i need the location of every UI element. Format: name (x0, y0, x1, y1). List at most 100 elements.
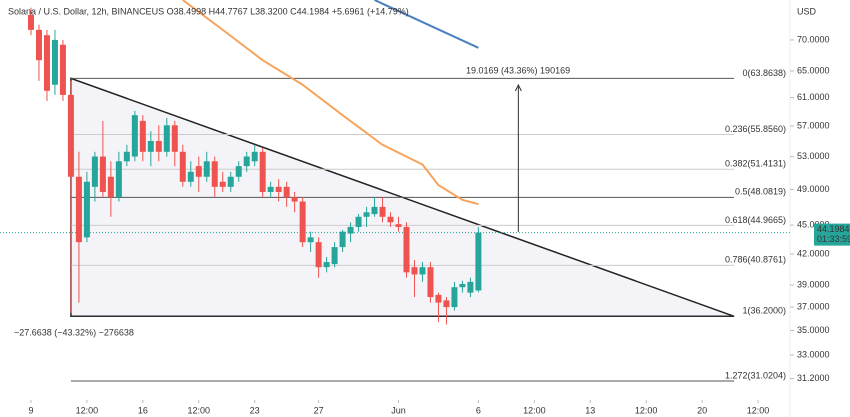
candle-body (227, 176, 234, 187)
x-tick-label: 12:00 (523, 405, 546, 415)
candle-body (91, 156, 98, 187)
candle-body (331, 247, 338, 265)
candle-body (395, 224, 402, 227)
x-tick-label: 16 (138, 405, 148, 415)
candle-body (67, 94, 74, 177)
y-tick-label: 31.2000 (797, 373, 830, 383)
candle-body (275, 186, 282, 192)
candle-body (243, 156, 250, 167)
candle-body (27, 14, 34, 30)
y-axis-label: USD (797, 6, 817, 16)
candle-body (387, 216, 394, 223)
fib-label: 0.382(51.4131) (725, 159, 786, 169)
candle-body (43, 35, 50, 91)
x-tick-label: 6 (476, 405, 481, 415)
candle-body (51, 39, 58, 85)
last-price-box (814, 223, 850, 246)
moving-average (182, 0, 479, 206)
y-tick-label: 42.0000 (797, 248, 830, 258)
fib-label: 0.5(48.0819) (735, 187, 786, 197)
candle-body (403, 226, 410, 273)
x-tick-label: Jun (391, 405, 406, 415)
candle-body (59, 44, 66, 95)
last-price-label: 44.1984 (817, 224, 850, 234)
x-tick-label: 12:00 (76, 405, 99, 415)
candle-body (171, 125, 178, 152)
candle-body (291, 197, 298, 202)
x-tick-label: 13 (585, 405, 595, 415)
fib-label: 1(36.2000) (742, 306, 786, 316)
x-tick-label: 9 (28, 405, 33, 415)
candle-body (435, 294, 442, 303)
x-tick-label: 27 (314, 405, 324, 415)
candle-body (195, 166, 202, 177)
candle-body (163, 125, 170, 152)
candle-body (363, 212, 370, 217)
measure-arrowhead (514, 83, 522, 92)
candle-body (451, 287, 458, 308)
y-tick-label: 49.0000 (797, 184, 830, 194)
candle-body (283, 186, 290, 198)
candle-body (83, 181, 90, 238)
measure-up-label: 19.0169 (43.36%) 190169 (466, 65, 570, 75)
candle-body (267, 186, 274, 192)
candle-body (147, 140, 154, 152)
x-tick-label: 12:00 (747, 405, 770, 415)
candle-body (251, 151, 258, 162)
candle-body (347, 226, 354, 234)
y-tick-label: 37.0000 (797, 301, 830, 311)
candle-body (235, 166, 242, 177)
x-tick-label: 23 (250, 405, 260, 415)
candle-body (379, 206, 386, 217)
fib-label: 0.618(44.9665) (725, 215, 786, 225)
y-tick-label: 35.0000 (797, 325, 830, 335)
candle-body (299, 201, 306, 243)
candle-body (307, 237, 314, 243)
y-tick-label: 61.0000 (797, 92, 830, 102)
candle-body (35, 29, 42, 61)
candle-body (355, 216, 362, 227)
x-tick-label: 12:00 (635, 405, 658, 415)
candle-body (467, 281, 474, 293)
candle-body (323, 262, 330, 268)
y-tick-label: 33.0000 (797, 349, 830, 359)
candle-body (443, 300, 450, 308)
countdown-label: 01:33:59 (817, 234, 850, 244)
y-tick-label: 57.0000 (797, 120, 830, 130)
x-tick-label: 12:00 (187, 405, 210, 415)
candle-body (459, 283, 466, 288)
x-tick-label: 20 (697, 405, 707, 415)
candle-body (259, 151, 266, 192)
candle-body (427, 267, 434, 298)
candle-body (75, 176, 82, 243)
candle-body (99, 156, 106, 192)
fib-label: 0(63.8638) (742, 68, 786, 78)
fib-label: 1.272(31.0204) (725, 370, 786, 380)
candle-body (107, 176, 114, 198)
y-tick-label: 65.0000 (797, 65, 830, 75)
y-tick-label: 70.0000 (797, 34, 830, 44)
candle-body (179, 151, 186, 182)
candle-body (115, 161, 122, 198)
measure-down-label: −27.6638 (−43.32%) −276638 (14, 327, 134, 337)
candle-body (211, 161, 218, 187)
candle-body (339, 231, 346, 248)
candle-body (155, 140, 162, 152)
candle-body (187, 171, 194, 182)
candle-body (123, 151, 130, 162)
candle-body (203, 161, 210, 177)
moving-average (374, 0, 479, 49)
candle-body (131, 115, 138, 157)
plot: 0(63.8638) 0.236(55.8560) 0.382(51.4131) 0.… (0, 0, 794, 403)
candle-body (419, 267, 426, 275)
candle-body (139, 120, 146, 152)
candle-body (411, 267, 418, 275)
candle-body (475, 232, 482, 291)
y-tick-label: 45.0000 (797, 219, 830, 229)
candle-body (315, 242, 322, 268)
y-tick-label: 53.0000 (797, 151, 830, 161)
candle-body (371, 206, 378, 215)
